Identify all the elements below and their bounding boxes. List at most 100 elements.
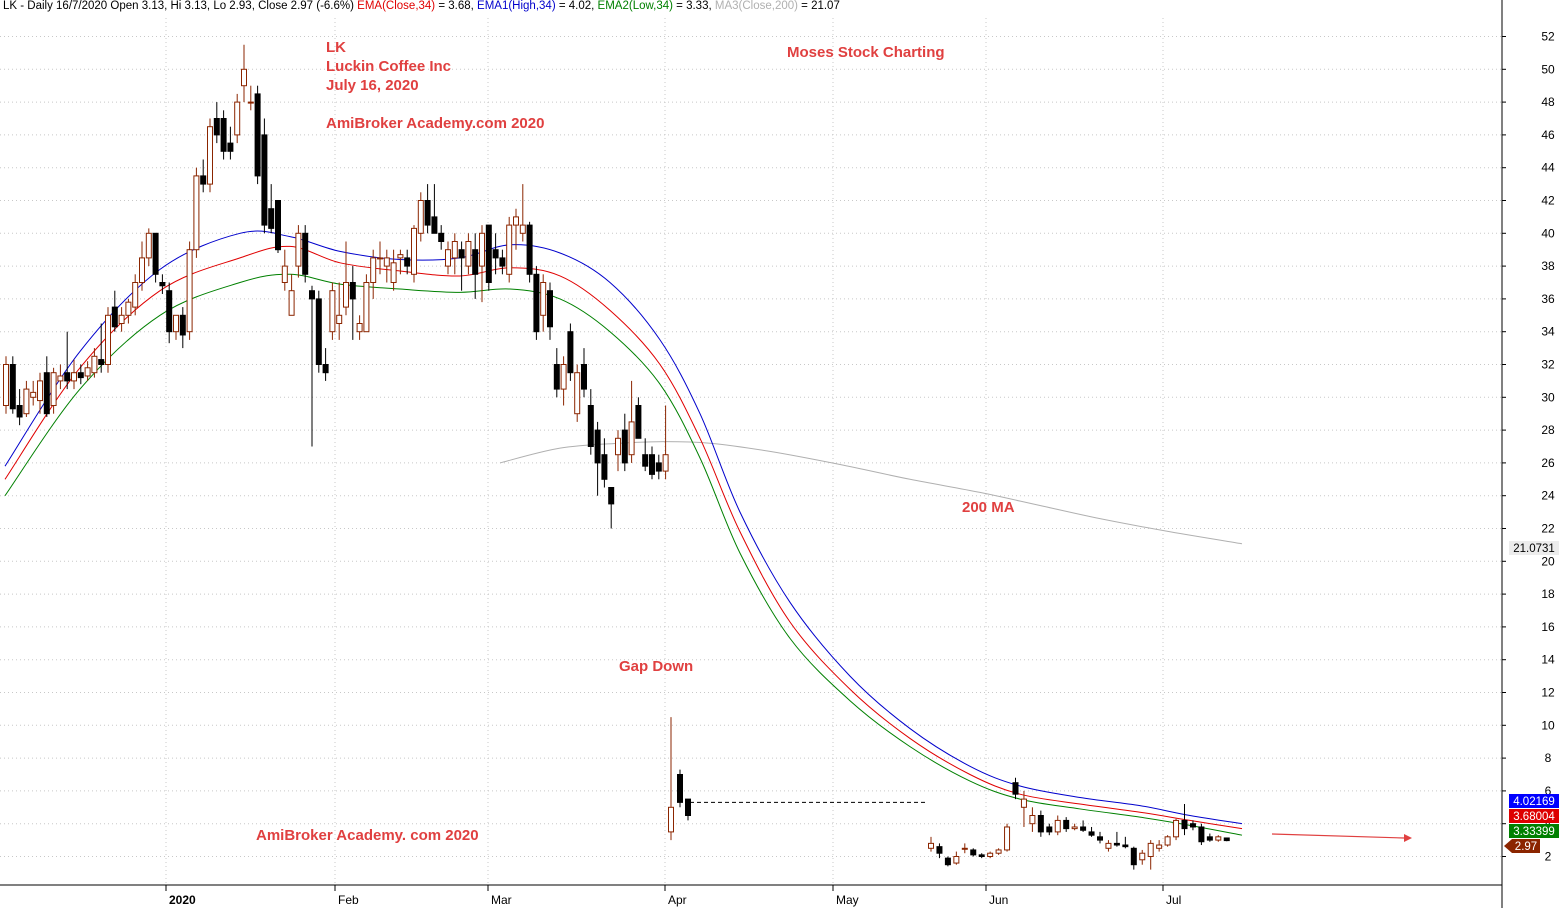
candle-up: [336, 314, 343, 324]
candle-up: [1215, 836, 1222, 841]
y-tick-label: 48: [1541, 95, 1555, 109]
candle-down: [635, 405, 642, 439]
candle-up: [1029, 815, 1036, 825]
candle-down: [349, 282, 356, 300]
candle-up: [139, 257, 145, 283]
price-tag-label: 21.0731: [1513, 543, 1555, 555]
y-tick-label: 34: [1541, 325, 1555, 339]
candle-up: [247, 101, 254, 104]
candle-down: [587, 405, 594, 447]
candle-up: [987, 852, 994, 857]
y-tick-label: 30: [1541, 390, 1555, 404]
annotations: LK Luckin Coffee Inc July 16, 2020 AmiBr…: [256, 39, 1015, 844]
candle-up: [1054, 819, 1061, 833]
annotation-date: July 16, 2020: [326, 77, 419, 94]
candle-up: [1147, 842, 1154, 858]
header-ema1-value: = 4.02,: [555, 0, 598, 12]
header-ticker: LK - Daily 16/7/2020 Open 3.13, Hi 3.13,…: [3, 0, 354, 12]
candle-up: [343, 282, 349, 308]
y-tick-label: 36: [1541, 292, 1555, 306]
candle-down: [220, 118, 227, 152]
header-ma3-label: MA3(Close,200): [714, 0, 798, 12]
candle-up: [506, 224, 513, 275]
x-tick-label: Apr: [668, 893, 687, 907]
candle-down: [936, 846, 943, 854]
candle-up: [329, 290, 336, 333]
header-ema-value: = 3.68,: [435, 0, 478, 12]
candle-up: [1173, 819, 1180, 838]
candle-down: [438, 232, 445, 243]
candle-down: [1223, 837, 1230, 842]
candle-up: [37, 380, 43, 402]
x-tick-label: Jun: [989, 893, 1008, 907]
candle-down: [254, 93, 261, 177]
candle-down: [526, 224, 533, 275]
candle-down: [978, 854, 985, 857]
candle-down: [1063, 819, 1070, 830]
candle-down: [642, 454, 649, 467]
candle-up: [445, 249, 451, 267]
price-tag-label: 3.68004: [1513, 811, 1555, 823]
trend-arrow-head: [1404, 834, 1412, 842]
candle-up: [377, 257, 383, 260]
candle-up: [628, 421, 635, 456]
candle-up: [3, 364, 9, 406]
ema-low-line: [4, 273, 1243, 836]
candle-down: [1088, 831, 1095, 836]
candle-up: [281, 265, 288, 284]
chart-header: LK - Daily 16/7/2020 Open 3.13, Hi 3.13,…: [3, 0, 840, 12]
candle-down: [179, 314, 186, 336]
candle-up: [84, 367, 91, 377]
candle-up: [961, 847, 968, 850]
price-tag-bg: [1509, 541, 1559, 555]
candle-up: [145, 232, 152, 259]
candle-up: [173, 314, 179, 333]
candle-up: [668, 806, 674, 833]
candle-up: [1004, 826, 1011, 851]
candle-down: [1037, 815, 1044, 833]
annotation-site-bottom: AmiBroker Academy. com 2020: [256, 827, 479, 844]
candle-down: [404, 257, 411, 267]
y-tick-label: 44: [1541, 161, 1555, 175]
candle-up: [953, 856, 960, 864]
candle-up: [397, 254, 404, 259]
annotation-site-top: AmiBroker Academy.com 2020: [326, 115, 544, 132]
candle-down: [268, 208, 275, 229]
candle-up: [186, 249, 193, 333]
candle-up: [193, 175, 200, 251]
ema-series: [4, 230, 1243, 836]
candle-down: [944, 857, 951, 866]
x-axis: 2020 Feb Mar Apr May Jun Jul: [0, 884, 1502, 907]
candle-down: [458, 249, 465, 259]
ema-high-line: [4, 230, 1243, 825]
candle-up: [288, 290, 295, 316]
price-tag-bg: [1509, 824, 1559, 838]
candle-down: [111, 306, 118, 328]
candle-down: [655, 462, 662, 472]
candle-up: [451, 241, 458, 259]
candle-up: [30, 391, 37, 398]
candle-up: [118, 314, 125, 324]
annotation-gap-down: Gap Down: [619, 658, 693, 675]
candle-down: [1012, 782, 1019, 795]
candle-down: [9, 364, 16, 410]
candle-up: [1164, 836, 1171, 846]
annotation-200ma: 200 MA: [962, 499, 1015, 516]
candle-down: [485, 224, 492, 284]
candle-up: [207, 126, 213, 185]
candle-down: [431, 216, 438, 234]
candle-down: [16, 405, 23, 418]
candle-down: [1130, 847, 1137, 866]
ema-close-line: [4, 245, 1243, 830]
candle-up: [560, 364, 567, 390]
candle-up: [234, 101, 241, 136]
y-tick-label: 50: [1541, 62, 1555, 76]
candle-up: [513, 216, 519, 226]
candle-down: [601, 454, 608, 480]
candle-up: [383, 257, 390, 267]
candle-up: [465, 241, 472, 267]
y-tick-label: 20: [1541, 554, 1555, 568]
y-tick-label: 32: [1541, 358, 1555, 372]
candle-down: [315, 298, 322, 365]
candle-up: [1105, 842, 1112, 849]
